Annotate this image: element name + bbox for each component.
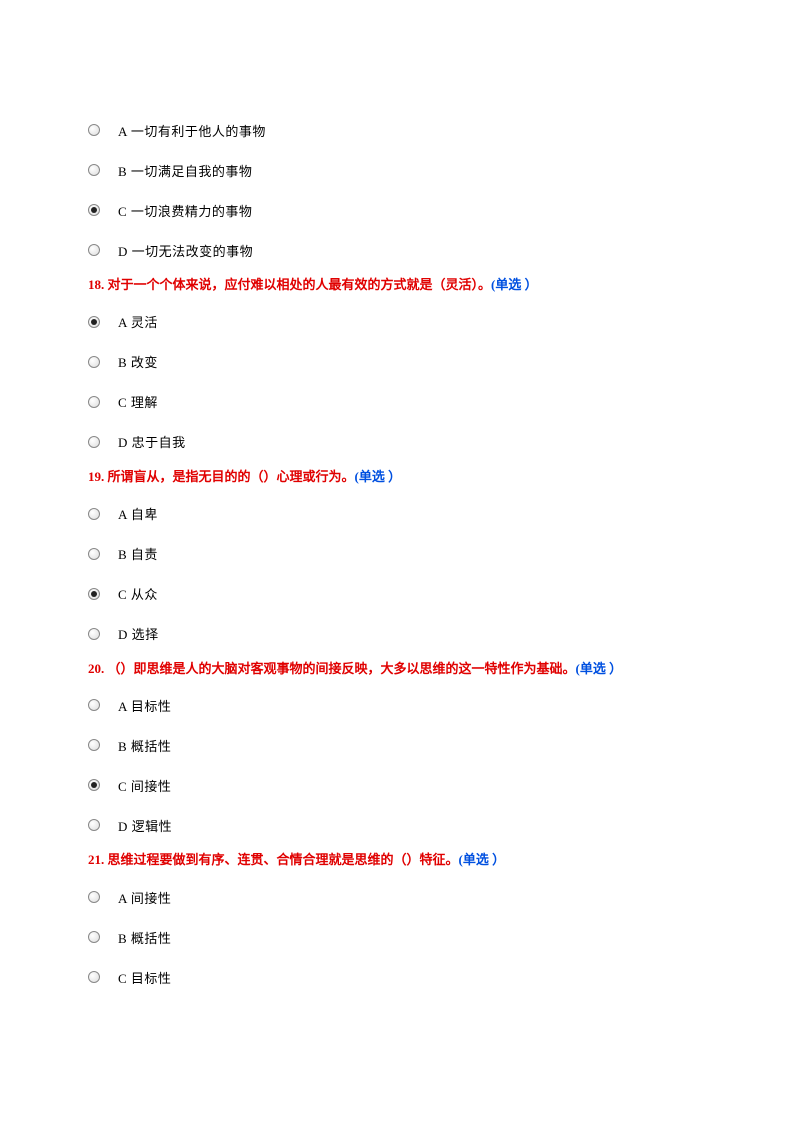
option-row[interactable]: D 一切无法改变的事物 — [88, 230, 800, 270]
question-type: (单选 ） — [355, 469, 402, 484]
option-label: A 目标性 — [118, 696, 171, 715]
option-row[interactable]: B 自责 — [88, 534, 800, 574]
question-text: 对于一个个体来说，应付难以相处的人最有效的方式就是（灵活）。 — [104, 277, 491, 292]
option-label: C 理解 — [118, 392, 158, 411]
radio-icon[interactable] — [88, 739, 100, 751]
question-18: 18. 对于一个个体来说，应付难以相处的人最有效的方式就是（灵活）。(单选 ） — [88, 270, 800, 302]
radio-icon[interactable] — [88, 819, 100, 831]
radio-icon[interactable] — [88, 588, 100, 600]
question-21: 21. 思维过程要做到有序、连贯、合情合理就是思维的（）特征。(单选 ） — [88, 845, 800, 877]
option-label: C 从众 — [118, 584, 158, 603]
option-row[interactable]: A 间接性 — [88, 877, 800, 917]
option-row[interactable]: A 灵活 — [88, 302, 800, 342]
option-label: C 一切浪费精力的事物 — [118, 201, 252, 220]
radio-icon[interactable] — [88, 436, 100, 448]
question-type: (单选 ） — [576, 661, 623, 676]
option-row[interactable]: C 从众 — [88, 574, 800, 614]
option-label: B 概括性 — [118, 736, 171, 755]
option-row[interactable]: C 一切浪费精力的事物 — [88, 190, 800, 230]
option-row[interactable]: C 目标性 — [88, 957, 800, 997]
option-label: B 一切满足自我的事物 — [118, 161, 252, 180]
radio-icon[interactable] — [88, 164, 100, 176]
option-row[interactable]: C 间接性 — [88, 765, 800, 805]
question-number: 20. — [88, 661, 104, 676]
radio-icon[interactable] — [88, 779, 100, 791]
radio-icon[interactable] — [88, 316, 100, 328]
radio-icon[interactable] — [88, 891, 100, 903]
option-row[interactable]: B 概括性 — [88, 725, 800, 765]
radio-icon[interactable] — [88, 971, 100, 983]
option-label: A 自卑 — [118, 504, 158, 523]
radio-icon[interactable] — [88, 699, 100, 711]
question-text: 所谓盲从，是指无目的的（）心理或行为。 — [104, 469, 354, 484]
radio-icon[interactable] — [88, 356, 100, 368]
option-row[interactable]: B 一切满足自我的事物 — [88, 150, 800, 190]
option-row[interactable]: A 目标性 — [88, 685, 800, 725]
question-20: 20. （）即思维是人的大脑对客观事物的间接反映，大多以思维的这一特性作为基础。… — [88, 654, 800, 686]
option-row[interactable]: B 概括性 — [88, 917, 800, 957]
option-row[interactable]: A 一切有利于他人的事物 — [88, 110, 800, 150]
option-label: C 间接性 — [118, 776, 171, 795]
option-row[interactable]: B 改变 — [88, 342, 800, 382]
radio-icon[interactable] — [88, 204, 100, 216]
question-text: （）即思维是人的大脑对客观事物的间接反映，大多以思维的这一特性作为基础。 — [104, 661, 575, 676]
option-label: A 灵活 — [118, 312, 158, 331]
quiz-content: A 一切有利于他人的事物 B 一切满足自我的事物 C 一切浪费精力的事物 D 一… — [0, 0, 800, 997]
question-text: 思维过程要做到有序、连贯、合情合理就是思维的（）特征。 — [104, 852, 458, 867]
option-label: D 选择 — [118, 624, 159, 643]
question-type: (单选 ） — [491, 277, 538, 292]
question-19: 19. 所谓盲从，是指无目的的（）心理或行为。(单选 ） — [88, 462, 800, 494]
option-label: A 一切有利于他人的事物 — [118, 121, 266, 140]
option-row[interactable]: C 理解 — [88, 382, 800, 422]
option-row[interactable]: D 忠于自我 — [88, 422, 800, 462]
radio-icon[interactable] — [88, 396, 100, 408]
question-number: 19. — [88, 469, 104, 484]
radio-icon[interactable] — [88, 628, 100, 640]
option-label: B 概括性 — [118, 928, 171, 947]
option-label: D 一切无法改变的事物 — [118, 241, 253, 260]
radio-icon[interactable] — [88, 508, 100, 520]
question-number: 21. — [88, 852, 104, 867]
option-label: A 间接性 — [118, 888, 171, 907]
option-label: C 目标性 — [118, 968, 171, 987]
option-label: B 改变 — [118, 352, 158, 371]
option-label: D 忠于自我 — [118, 432, 186, 451]
radio-icon[interactable] — [88, 124, 100, 136]
option-label: B 自责 — [118, 544, 158, 563]
radio-icon[interactable] — [88, 931, 100, 943]
option-row[interactable]: D 逻辑性 — [88, 805, 800, 845]
option-label: D 逻辑性 — [118, 816, 172, 835]
radio-icon[interactable] — [88, 548, 100, 560]
question-number: 18. — [88, 277, 104, 292]
option-row[interactable]: A 自卑 — [88, 494, 800, 534]
option-row[interactable]: D 选择 — [88, 614, 800, 654]
radio-icon[interactable] — [88, 244, 100, 256]
question-type: (单选 ） — [459, 852, 506, 867]
